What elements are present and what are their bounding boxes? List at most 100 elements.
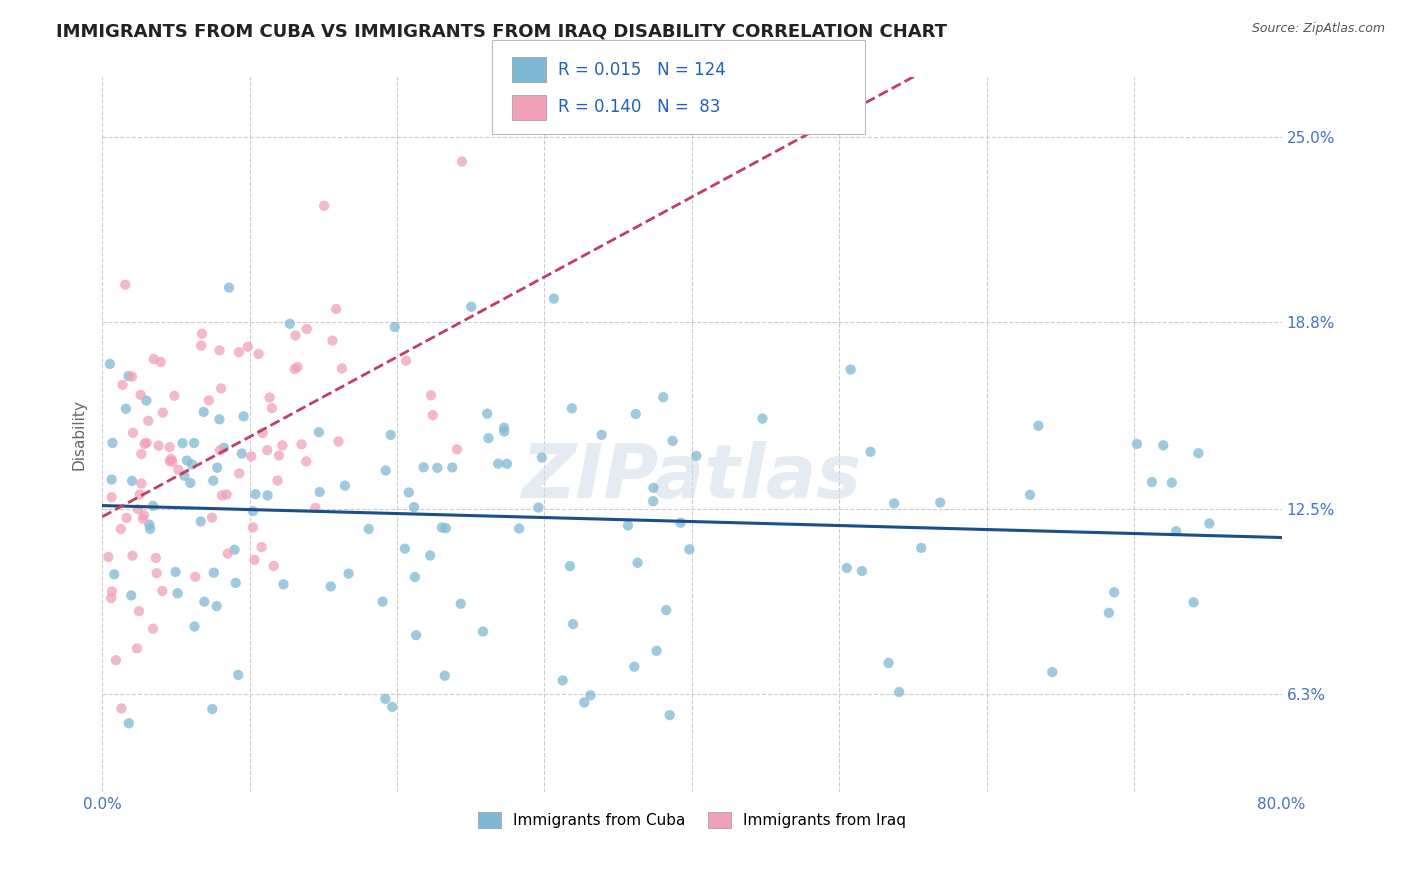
Point [1152, 438, 1174, 452]
Point [685, 449, 707, 463]
Point [839, 362, 862, 376]
Text: IMMIGRANTS FROM CUBA VS IMMIGRANTS FROM IRAQ DISABILITY CORRELATION CHART: IMMIGRANTS FROM CUBA VS IMMIGRANTS FROM … [56, 22, 948, 40]
Point [101, 436, 124, 450]
Point [652, 390, 675, 404]
Point [193, 595, 215, 609]
Point [405, 628, 427, 642]
Point [460, 300, 482, 314]
Point [225, 576, 247, 591]
Point [215, 487, 238, 501]
Point [314, 199, 336, 213]
Point [267, 449, 290, 463]
Point [212, 441, 235, 455]
Point [626, 556, 648, 570]
Point [1019, 488, 1042, 502]
Point [929, 495, 952, 509]
Point [205, 460, 228, 475]
Point [97, 549, 120, 564]
Point [617, 518, 640, 533]
Point [394, 541, 416, 556]
Point [494, 425, 516, 439]
Point [142, 352, 165, 367]
Point [308, 425, 330, 439]
Point [145, 551, 167, 566]
Point [183, 619, 205, 633]
Point [451, 154, 474, 169]
Point [115, 511, 138, 525]
Point [624, 407, 647, 421]
Point [138, 517, 160, 532]
Point [430, 520, 453, 534]
Point [420, 388, 443, 402]
Point [217, 547, 239, 561]
Point [496, 457, 519, 471]
Point [132, 512, 155, 526]
Point [152, 406, 174, 420]
Point [242, 504, 264, 518]
Point [645, 644, 668, 658]
Point [486, 457, 509, 471]
Point [166, 586, 188, 600]
Point [1187, 446, 1209, 460]
Point [1102, 585, 1125, 599]
Point [419, 549, 441, 563]
Point [472, 624, 495, 639]
Point [263, 558, 285, 573]
Point [402, 500, 425, 514]
Point [492, 420, 515, 434]
Point [508, 521, 530, 535]
Point [104, 653, 127, 667]
Point [121, 549, 143, 563]
Point [290, 437, 312, 451]
Point [1182, 595, 1205, 609]
Point [231, 446, 253, 460]
Point [381, 699, 404, 714]
Point [551, 673, 574, 688]
Point [184, 570, 207, 584]
Point [110, 701, 132, 715]
Point [134, 437, 156, 451]
Point [242, 520, 264, 534]
Point [434, 521, 457, 535]
Point [278, 317, 301, 331]
Point [162, 455, 184, 469]
Point [357, 522, 380, 536]
Point [623, 659, 645, 673]
Text: R = 0.140   N =  83: R = 0.140 N = 83 [558, 98, 720, 116]
Point [127, 502, 149, 516]
Point [328, 434, 350, 449]
Point [643, 494, 665, 508]
Point [118, 716, 141, 731]
Point [198, 393, 221, 408]
Point [176, 453, 198, 467]
Point [287, 360, 309, 375]
Point [120, 589, 142, 603]
Point [321, 334, 343, 348]
Point [877, 656, 900, 670]
Point [121, 474, 143, 488]
Point [446, 442, 468, 457]
Point [304, 500, 326, 515]
Point [412, 460, 434, 475]
Point [669, 516, 692, 530]
Text: R = 0.015   N = 124: R = 0.015 N = 124 [558, 61, 725, 79]
Point [224, 542, 246, 557]
Point [591, 428, 613, 442]
Point [101, 584, 124, 599]
Point [579, 688, 602, 702]
Point [142, 499, 165, 513]
Point [266, 474, 288, 488]
Point [450, 597, 472, 611]
Point [250, 540, 273, 554]
Point [477, 431, 499, 445]
Point [1140, 475, 1163, 489]
Point [139, 522, 162, 536]
Point [165, 565, 187, 579]
Point [271, 438, 294, 452]
Point [122, 425, 145, 440]
Point [259, 391, 281, 405]
Legend: Immigrants from Cuba, Immigrants from Iraq: Immigrants from Cuba, Immigrants from Ir… [471, 806, 912, 834]
Text: Source: ZipAtlas.com: Source: ZipAtlas.com [1251, 22, 1385, 36]
Point [232, 409, 254, 424]
Point [183, 436, 205, 450]
